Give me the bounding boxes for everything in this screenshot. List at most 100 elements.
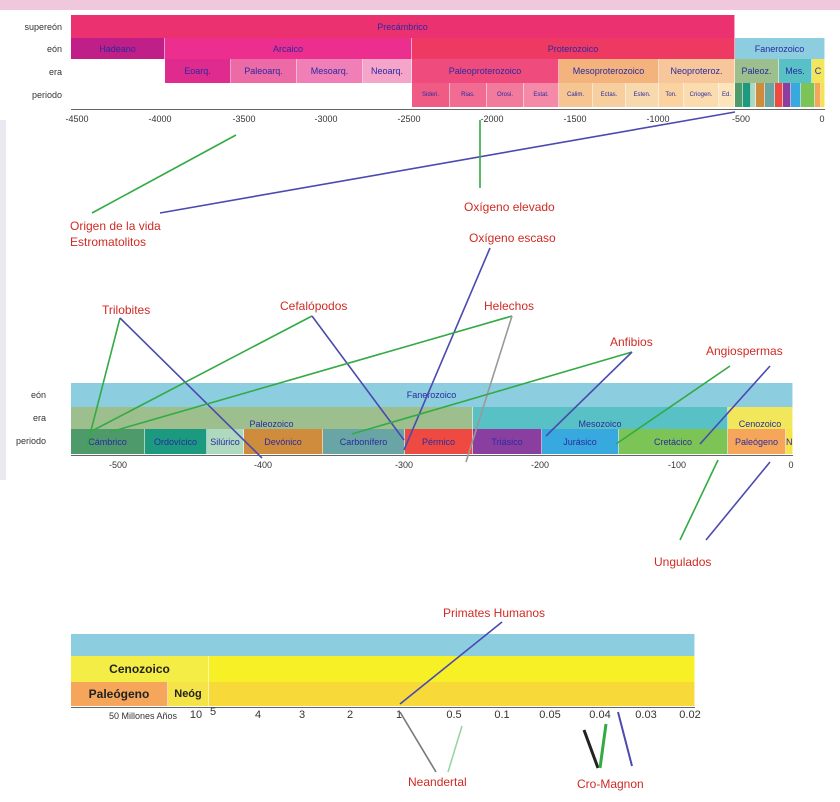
period-carboniferous: Carbonífero: [323, 429, 405, 454]
period-ordovician: Ordovícico: [145, 429, 207, 454]
era-paleozoic: Paleoz.: [735, 59, 779, 83]
eon-phanerozoic: Fanerozoico: [71, 383, 793, 407]
axis-tick: 5: [209, 706, 217, 718]
axis-tick: -4000: [148, 114, 172, 124]
eon-proterozoic: Proterozoico: [412, 38, 735, 59]
label-human-primates: Primates Humanos: [443, 606, 546, 620]
axis-tick: 0.05: [539, 709, 561, 721]
axis-tick: -100: [667, 460, 687, 470]
period-cambrian: Cámbrico: [71, 429, 145, 454]
arrow-ungulates-1: [679, 459, 719, 541]
axis-tick: 0.04: [589, 709, 611, 721]
period-stenian: Esten.: [626, 83, 659, 107]
label-ferns: Helechos: [484, 299, 535, 313]
axis-tick: -500: [108, 460, 128, 470]
period-block: [775, 83, 783, 107]
axis-tick: -200: [530, 460, 550, 470]
label-cephalopods: Cefalópodos: [280, 299, 348, 313]
era-cenozoic: C: [812, 59, 825, 83]
supereon-precambrian: Precámbrico: [71, 15, 735, 38]
era-mesozoic: Mesozoico: [473, 407, 728, 429]
label-angiosperms: Angiospermas: [706, 344, 783, 358]
timeline-3-axis: [71, 707, 695, 708]
period-silurian: Silúrico: [207, 429, 244, 454]
label-amphibians: Anfibios: [610, 335, 653, 349]
label-ungulates: Ungulados: [654, 555, 712, 569]
era-mesoarchean: Mesoarq.: [297, 59, 363, 83]
row-label-era: era: [48, 67, 62, 77]
period-ectasian: Ectas.: [593, 83, 626, 107]
period-rhyacian: Rias.: [450, 83, 487, 107]
axis-tick: -1500: [563, 114, 587, 124]
eon-archean: Arcaico: [165, 38, 412, 59]
axis-tick: 2: [346, 709, 354, 721]
timeline-2-axis: [71, 455, 793, 456]
arrow-cromagnon-2: [598, 723, 608, 769]
era-cenozoic: Cenozoico: [71, 656, 209, 682]
axis-tick: 0: [819, 114, 825, 124]
axis-tick: -400: [253, 460, 273, 470]
era-neoarchean: Neoarq.: [363, 59, 412, 83]
eon-band: [71, 634, 695, 656]
row-label-eon: eón: [30, 390, 46, 400]
label-oxygen-high: Oxígeno elevado: [464, 200, 555, 214]
axis-tick: -4500: [65, 114, 89, 124]
period-block: [735, 83, 743, 107]
axis-tick: 0: [788, 460, 794, 470]
arrow-neanderthal-1: [399, 711, 437, 773]
left-edge-strip: [0, 120, 6, 480]
period-block: [791, 83, 801, 107]
label-origin-of-life: Origen de la vida: [70, 219, 161, 233]
period-paleogene: Paleógeno: [71, 682, 168, 706]
period-permian: Pérmico: [405, 429, 473, 454]
timeline-1-axis: [71, 109, 825, 110]
era-neoproterozoic: Neoproteroz.: [659, 59, 735, 83]
arrow-origin-of-life: [91, 134, 237, 214]
eon-hadean: Hadeano: [71, 38, 165, 59]
period-block: [821, 83, 825, 107]
axis-tick: 0.03: [635, 709, 657, 721]
top-band: [0, 0, 840, 10]
period-cretaceous: Cretácico: [619, 429, 728, 454]
period-block: [743, 83, 751, 107]
eon-phanerozoic: Fanerozoico: [735, 38, 825, 59]
arrow-origin-of-life-2: [159, 111, 736, 214]
arrow-cromagnon-1: [582, 729, 600, 769]
period-block: [751, 83, 756, 107]
period-ediacaran: Ed.: [719, 83, 735, 107]
axis-tick: 50 Millones Años: [108, 711, 178, 721]
period-jurassic: Jurásico: [542, 429, 619, 454]
era-cenozoic: Cenozoico: [728, 407, 793, 429]
axis-tick: -2000: [480, 114, 504, 124]
label-trilobites: Trilobites: [102, 303, 151, 317]
period-block: [801, 83, 815, 107]
period-block: [756, 83, 765, 107]
axis-tick: -3000: [314, 114, 338, 124]
axis-tick: 10: [189, 709, 203, 721]
row-label-eon: eón: [46, 44, 62, 54]
axis-tick: 0.1: [494, 709, 510, 721]
axis-tick: 0.5: [446, 709, 462, 721]
era-eoarchean: Eoarq.: [165, 59, 231, 83]
arrow-ungulates-2: [705, 461, 771, 541]
period-cryogenian: Criogen.: [684, 83, 719, 107]
period-devonian: Devónico: [244, 429, 323, 454]
axis-tick: 3: [298, 709, 306, 721]
period-neogene: Neóg: [786, 429, 793, 454]
period-block: [765, 83, 775, 107]
era-paleoarchean: Paleoarq.: [231, 59, 297, 83]
label-stromatolites: Estromatolitos: [70, 235, 147, 249]
era-paleoproterozoic: Paleoproterozoico: [412, 59, 559, 83]
period-triassic: Triásico: [473, 429, 542, 454]
era-mesozoic: Mes.: [779, 59, 812, 83]
label-oxygen-low: Oxígeno escaso: [469, 231, 556, 245]
row-label-supereon: supereón: [24, 22, 62, 32]
period-calymmian: Calim.: [559, 83, 593, 107]
axis-tick: 0.02: [679, 709, 701, 721]
period-block: [783, 83, 791, 107]
row-label-era: era: [32, 413, 46, 423]
label-cromagnon: Cro-Magnon: [577, 777, 644, 791]
axis-tick: 1: [395, 709, 403, 721]
row-label-period: periodo: [31, 90, 62, 100]
